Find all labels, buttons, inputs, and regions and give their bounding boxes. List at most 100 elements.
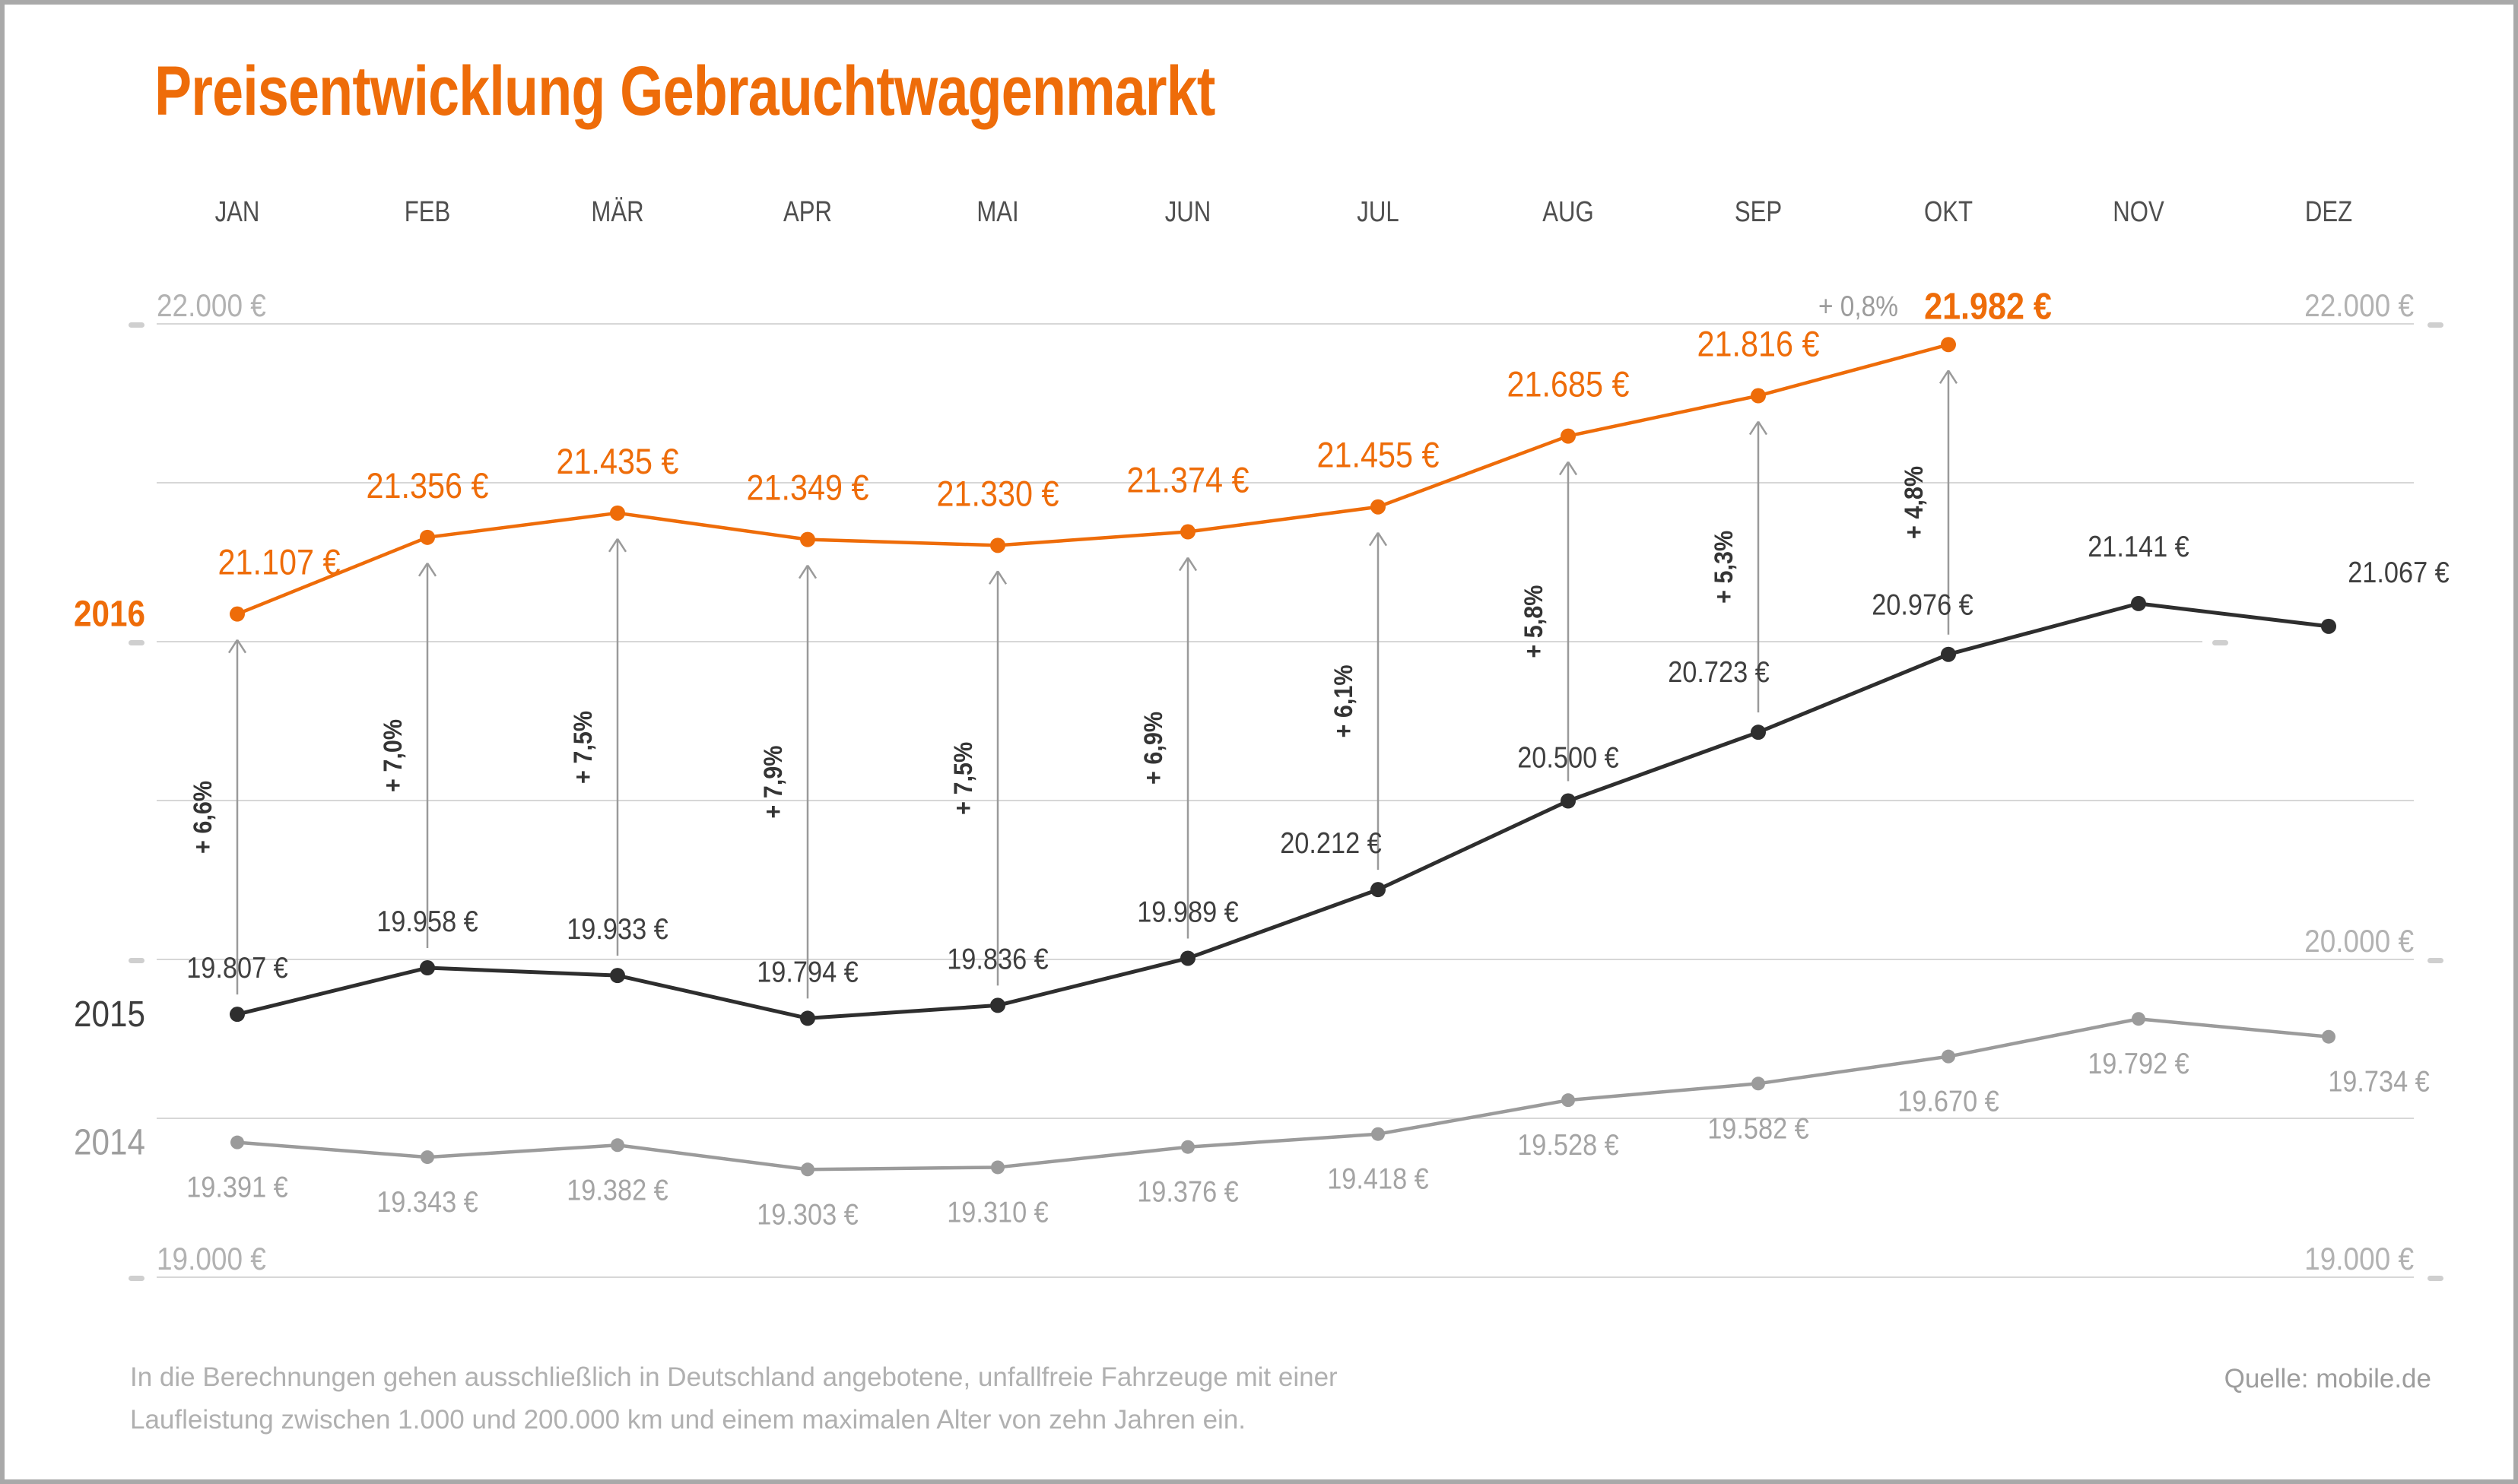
footer-note: In die Berechnungen gehen ausschließlich… [130,1356,1338,1441]
point-label-2015-JUN: 19.989 € [1137,895,1239,928]
point-label-2014-NOV: 19.792 € [2088,1047,2189,1080]
yoy-arrowhead-MAI [988,570,999,585]
yoy-arrowhead-MÄR [608,538,619,553]
point-2015-NOV [2131,595,2146,611]
month-label-DEZ: DEZ [2305,196,2352,228]
point-label-2015-AUG: 20.500 € [1517,740,1619,774]
month-label-JUN: JUN [1165,196,1211,228]
month-label-OKT: OKT [1924,196,1973,228]
chart-canvas: 22.000 € 19.000 € 22.000 € 20.000 € 19.000 €… [74,196,2450,1281]
month-label-JAN: JAN [215,196,260,228]
point-2014-APR [801,1162,814,1177]
axis-tick-left-19000 [129,1276,144,1281]
point-label-2015-JUL: 20.212 € [1280,826,1382,860]
yoy-percent-label-OKT: + 4,8% [1900,466,1929,539]
point-label-2014-JAN: 19.391 € [186,1171,288,1204]
point-label-2014-JUN: 19.376 € [1137,1175,1239,1209]
axis-tick-left-20000 [129,958,144,963]
point-2015-APR [800,1010,815,1026]
month-label-AUG: AUG [1542,196,1594,228]
point-2016-FEB [420,529,435,545]
month-label-SEP: SEP [1735,196,1782,228]
year-label-2016: 2016 [74,593,145,634]
point-label-2014-SEP: 19.582 € [1707,1111,1809,1145]
yoy-arrowhead-AUG [1558,461,1570,476]
point-2016-MÄR [610,505,625,521]
point-2015-JAN [230,1007,245,1023]
point-2015-FEB [420,960,435,976]
point-2015-JUN [1180,950,1195,966]
point-2014-AUG [1561,1093,1575,1108]
point-label-2016-MAI: 21.330 € [937,474,1059,514]
point-label-2016-OKT: 21.982 € [1924,285,2052,327]
yoy-arrowhead-FEB [426,563,437,577]
point-2016-JUL [1370,499,1386,515]
yoy-arrowhead-OKT [1939,369,1950,384]
point-2015-MAI [990,997,1005,1013]
yoy-arrowhead-SEP [1748,420,1760,436]
yoy-arrowhead-FEB [418,563,429,577]
year-label-2014: 2014 [74,1121,145,1162]
point-2014-JUL [1371,1127,1385,1141]
point-label-2015-MÄR: 19.933 € [567,912,668,946]
point-2016-AUG [1561,428,1576,444]
point-label-2016-APR: 21.349 € [747,468,869,508]
point-label-2016-JUN: 21.374 € [1127,461,1249,500]
yoy-percent-label-JAN: + 6,6% [189,781,218,854]
yoy-percent-label-JUN: + 6,9% [1139,712,1168,785]
yoy-arrowhead-MÄR [616,538,627,553]
point-label-2015-APR: 19.794 € [757,955,859,988]
yoy-percent-label-APR: + 7,9% [759,746,788,819]
month-label-APR: APR [783,196,832,228]
point-2014-OKT [1942,1049,1955,1064]
yoy-arrowhead-JUN [1186,556,1198,572]
point-2014-SEP [1751,1077,1765,1091]
yoy-arrowhead-OKT [1947,369,1958,384]
point-label-2015-DEZ: 21.067 € [2348,556,2450,589]
point-2014-MÄR [611,1138,624,1153]
yoy-arrowhead-JUN [1178,556,1189,572]
y-axis-label-left-19000: 19.000 € [157,1241,266,1277]
point-label-2015-JAN: 19.807 € [186,951,288,985]
point-2016-APR [800,531,815,547]
point-label-2014-AUG: 19.528 € [1517,1128,1619,1162]
mom-annotation: + 0,8% [1818,290,1898,322]
point-2015-JUL [1370,882,1386,898]
series-line-2014 [237,1016,2329,1172]
yoy-percent-label-MAI: + 7,5% [949,742,978,815]
yoy-arrowhead-APR [798,564,809,579]
yoy-arrowhead-JAN [236,639,247,654]
point-2014-MAI [991,1160,1005,1175]
point-label-2015-NOV: 21.141 € [2088,530,2189,563]
point-label-2014-FEB: 19.343 € [376,1185,478,1219]
point-label-2015-FEB: 19.958 € [376,905,478,938]
month-label-JUL: JUL [1357,196,1399,228]
footer-note-line-2: Laufleistung zwischen 1.000 und 200.000 … [130,1405,1246,1435]
point-label-2015-SEP: 20.723 € [1668,655,1770,689]
point-2014-DEZ [2322,1029,2335,1044]
point-label-2014-MAI: 19.310 € [947,1195,1049,1229]
y-axis-label-right-22000: 22.000 € [2304,288,2414,324]
point-2014-NOV [2132,1012,2145,1026]
yoy-arrowhead-JUL [1376,532,1388,547]
point-label-2016-JUL: 21.455 € [1317,436,1440,475]
page-title: Preisentwicklung Gebrauchtwagenmarkt [154,52,1215,130]
point-2016-JAN [230,606,245,622]
yoy-percent-label-SEP: + 5,3% [1710,531,1738,604]
axis-tick-right-19000 [2428,1276,2443,1281]
yoy-arrowhead-JUL [1368,532,1380,547]
series-line-2016 [237,343,1949,616]
year-label-2015: 2015 [74,994,145,1035]
yoy-percent-label-MÄR: + 7,5% [569,711,598,784]
point-2016-OKT [1941,337,1956,353]
point-label-2016-AUG: 21.685 € [1507,365,1630,404]
point-label-2014-DEZ: 19.734 € [2328,1065,2430,1099]
point-2016-JUN [1180,524,1195,540]
point-label-2014-JUL: 19.418 € [1327,1162,1429,1196]
point-2014-FEB [421,1150,434,1165]
point-label-2014-OKT: 19.670 € [1897,1085,1999,1118]
axis-tick-right-20000 [2428,958,2443,963]
point-label-2016-JAN: 21.107 € [218,543,341,582]
month-label-MAI: MAI [976,196,1018,228]
